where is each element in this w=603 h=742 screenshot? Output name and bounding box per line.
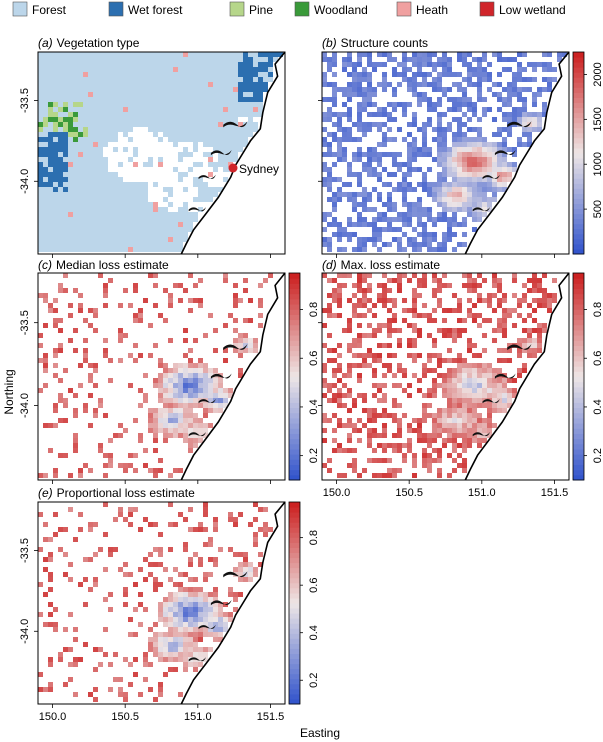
x-tick-label: 151.0 — [468, 487, 496, 499]
coastline — [464, 51, 570, 255]
panel-frame — [321, 51, 570, 255]
colorbar-tick-label: 0.4 — [308, 625, 320, 640]
estuary — [210, 373, 232, 379]
colorbar-tick-label: 500 — [592, 200, 603, 218]
colorbar-tick-label: 0.6 — [308, 578, 320, 593]
legend-label-woodland: Woodland — [314, 3, 368, 17]
legend-label-low-wetland: Low wetland — [499, 3, 566, 17]
map-panel-b — [321, 51, 570, 255]
estuary — [494, 373, 516, 379]
estuary — [494, 150, 516, 156]
panel-frame — [37, 51, 286, 255]
colorbar-tick-label: 0.4 — [308, 399, 320, 414]
panel-frame — [321, 272, 570, 481]
estuary — [472, 431, 490, 437]
sydney-marker — [228, 163, 238, 173]
x-tick-label: 150.5 — [395, 487, 423, 499]
map-panel-d — [321, 272, 570, 481]
colorbar-tick-label: 0.2 — [308, 673, 320, 688]
x-tick-label: 151.0 — [184, 711, 212, 723]
colorbar-e: 0.2 0.4 0.6 0.8 — [288, 501, 320, 705]
y-tick-label: -33.5 — [19, 538, 31, 563]
panel-c-title: (c) Median loss estimate — [38, 258, 169, 272]
colorbar-d: 0.2 0.4 0.6 0.8 — [572, 272, 603, 481]
map-panel-e — [37, 501, 286, 705]
legend-label-forest: Forest — [32, 3, 67, 17]
x-tick-label: 151.5 — [541, 487, 569, 499]
legend-swatch-low-wetland — [479, 1, 495, 17]
x-tick-label: 150.0 — [323, 487, 351, 499]
coastline — [180, 51, 286, 255]
colorbar-b: 500 1000 1500 2000 — [572, 51, 603, 255]
panel-e-title: (e) Proportional loss estimate — [38, 486, 195, 500]
panel-b-title: (b) Structure counts — [322, 36, 428, 50]
legend: Forest Wet forest Pine Woodland Heath Low wet… — [12, 1, 566, 17]
x-tick-label: 150.0 — [39, 711, 67, 723]
colorbar-tick-label: 1000 — [592, 152, 603, 176]
legend-swatch-pine — [229, 1, 245, 17]
x-tick-label: 151.5 — [257, 711, 285, 723]
y-tick-label: -34.0 — [19, 619, 31, 644]
panel-titles: (a) Vegetation type (b) Structure counts (… — [38, 36, 440, 500]
y-tick-label: -33.5 — [19, 310, 31, 335]
estuary — [223, 121, 248, 128]
panel-d-title: (d) Max. loss estimate — [322, 258, 440, 272]
colorbar-tick-label: 0.6 — [592, 351, 603, 366]
colorbar-tick-label: 2000 — [592, 62, 603, 86]
estuary — [223, 571, 248, 578]
estuary — [482, 398, 500, 404]
coastline — [180, 272, 286, 481]
city-label: Sydney — [239, 162, 279, 176]
y-tick-label: -34.0 — [19, 169, 31, 194]
legend-swatch-wet-forest — [108, 1, 124, 17]
panel-frame — [37, 272, 286, 481]
map-panel-a — [37, 51, 286, 255]
legend-label-pine: Pine — [249, 3, 273, 17]
colorbar-tick-label: 0.8 — [592, 302, 603, 317]
estuary — [188, 207, 206, 212]
y-axis-title: Northing — [2, 369, 16, 414]
coastline — [464, 272, 570, 481]
estuary — [198, 174, 216, 180]
colorbar-tick-label: 0.2 — [592, 448, 603, 463]
panel-frame — [37, 501, 286, 705]
map-panel-c — [37, 272, 286, 481]
colorbar-tick-label: 0.6 — [308, 351, 320, 366]
estuary — [507, 344, 532, 351]
x-tick-label: 150.5 — [111, 711, 139, 723]
estuary — [198, 624, 216, 630]
colorbar-tick-label: 0.8 — [308, 530, 320, 545]
legend-swatch-heath — [396, 1, 412, 17]
legend-label-heath: Heath — [416, 3, 448, 17]
colorbar-tick-label: 0.8 — [308, 302, 320, 317]
coastline — [180, 501, 286, 705]
colorbar-tick-label: 0.4 — [592, 399, 603, 414]
y-tick-label: -34.0 — [19, 393, 31, 418]
legend-label-wet-forest: Wet forest — [128, 3, 183, 17]
estuary — [472, 207, 490, 212]
estuary — [210, 600, 232, 606]
colorbar-tick-label: 0.2 — [308, 448, 320, 463]
estuary — [198, 398, 216, 404]
estuary — [188, 431, 206, 437]
colorbar-c: 0.2 0.4 0.6 0.8 — [288, 272, 320, 481]
estuary — [188, 657, 206, 662]
estuary — [482, 174, 500, 180]
estuary — [223, 344, 248, 351]
estuary — [210, 150, 232, 156]
legend-swatch-forest — [12, 1, 28, 17]
y-tick-label: -33.5 — [19, 88, 31, 113]
estuary — [507, 121, 532, 128]
panel-a-title: (a) Vegetation type — [38, 36, 140, 50]
x-axis-title: Easting — [300, 726, 340, 740]
colorbar-tick-label: 1500 — [592, 107, 603, 131]
legend-swatch-woodland — [294, 1, 310, 17]
